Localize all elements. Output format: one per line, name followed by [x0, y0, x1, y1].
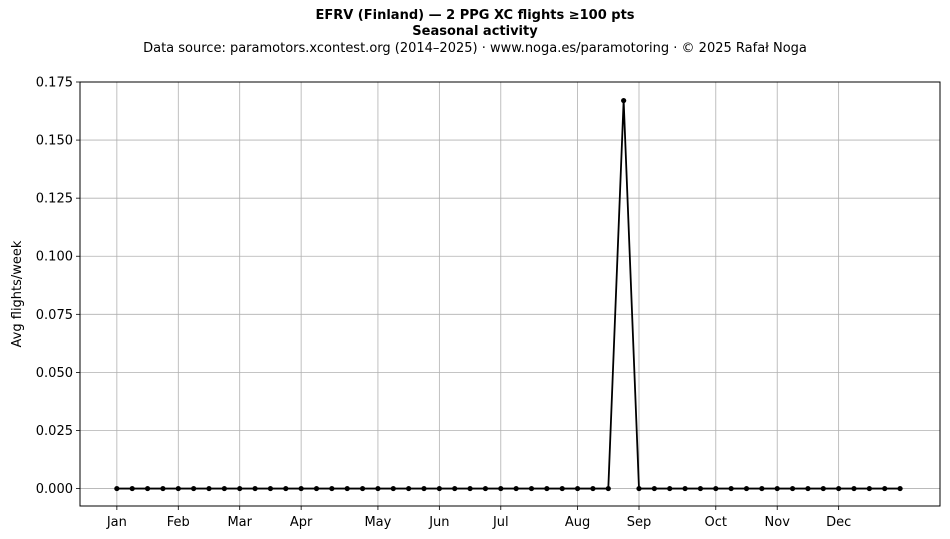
chart-subtitle: Seasonal activity	[412, 24, 538, 39]
x-tick-label: Jan	[106, 515, 127, 530]
data-point	[390, 485, 396, 492]
data-point	[836, 485, 842, 492]
data-point	[605, 485, 611, 492]
data-point	[452, 485, 458, 492]
data-point	[160, 485, 166, 492]
x-tick-label: Mar	[227, 515, 252, 530]
data-point	[882, 485, 888, 492]
data-point	[574, 485, 581, 492]
x-tick-label: Sep	[627, 515, 652, 530]
y-axis-label: Avg flights/week	[10, 240, 25, 347]
data-point	[436, 485, 442, 492]
chart-title-block: EFRV (Finland) — 2 PPG XC flights ≥100 p…	[0, 8, 950, 58]
data-point	[114, 485, 120, 492]
series-line	[116, 99, 901, 490]
data-point	[252, 485, 258, 492]
data-point	[421, 485, 427, 492]
data-point	[329, 485, 335, 492]
data-point	[313, 485, 320, 492]
y-tick-label: 0.150	[36, 134, 73, 149]
plot-frame	[79, 81, 941, 507]
data-point	[298, 485, 304, 492]
chart-source-note: Data source: paramotors.xcontest.org (20…	[143, 41, 807, 56]
data-point	[621, 97, 627, 104]
data-point	[498, 485, 504, 492]
data-point	[774, 485, 780, 492]
x-tick-label: Feb	[167, 515, 190, 530]
y-tick-label: 0.075	[36, 308, 73, 323]
data-point	[191, 485, 197, 492]
x-tick-label: Apr	[290, 515, 313, 530]
data-point	[344, 485, 350, 492]
data-point	[805, 485, 811, 492]
data-point	[851, 485, 857, 492]
data-point	[544, 485, 550, 492]
y-tick-label: 0.100	[36, 250, 73, 265]
y-tick-label: 0.025	[36, 424, 73, 439]
x-tick-label: Jun	[428, 515, 449, 530]
data-point	[283, 485, 289, 492]
data-point	[820, 485, 826, 492]
grid-layer	[80, 81, 940, 506]
data-point	[528, 485, 535, 492]
data-point	[682, 485, 688, 492]
data-point	[728, 485, 734, 492]
data-point	[237, 485, 243, 492]
y-tick-label: 0.125	[36, 192, 73, 207]
data-point	[590, 485, 596, 492]
x-tick-label: Dec	[826, 515, 851, 530]
data-point	[359, 485, 366, 492]
data-point	[267, 485, 274, 492]
data-point	[897, 485, 903, 492]
data-point	[467, 485, 473, 492]
data-point	[789, 485, 796, 492]
x-tick-label: Aug	[565, 515, 590, 530]
series-layer	[114, 97, 903, 492]
data-point	[559, 485, 565, 492]
data-point	[759, 485, 765, 492]
data-point	[513, 485, 519, 492]
data-point	[667, 485, 673, 492]
data-point	[697, 485, 704, 492]
data-point	[651, 485, 657, 492]
data-point	[406, 485, 412, 492]
x-tick-label: Jul	[492, 515, 509, 530]
data-point	[206, 485, 212, 492]
chart-title: EFRV (Finland) — 2 PPG XC flights ≥100 p…	[315, 8, 635, 23]
x-tick-label: Nov	[765, 515, 791, 530]
data-point	[144, 485, 151, 492]
data-point	[129, 485, 135, 492]
data-point	[743, 485, 750, 492]
y-tick-label: 0.050	[36, 366, 73, 381]
y-tick-label: 0.000	[36, 482, 73, 497]
data-point	[482, 485, 489, 492]
data-point	[221, 485, 227, 492]
data-point	[866, 485, 872, 492]
x-tick-label: May	[364, 515, 391, 530]
y-tick-label: 0.175	[36, 76, 73, 91]
data-point	[375, 485, 381, 492]
x-tick-label: Oct	[705, 515, 727, 530]
data-point	[636, 485, 642, 492]
data-point	[175, 485, 181, 492]
tick-layer: 0.000 0.025 0.050 0.075 0.100 0.125 0.150 0.175…	[36, 76, 851, 531]
data-point	[713, 485, 719, 492]
